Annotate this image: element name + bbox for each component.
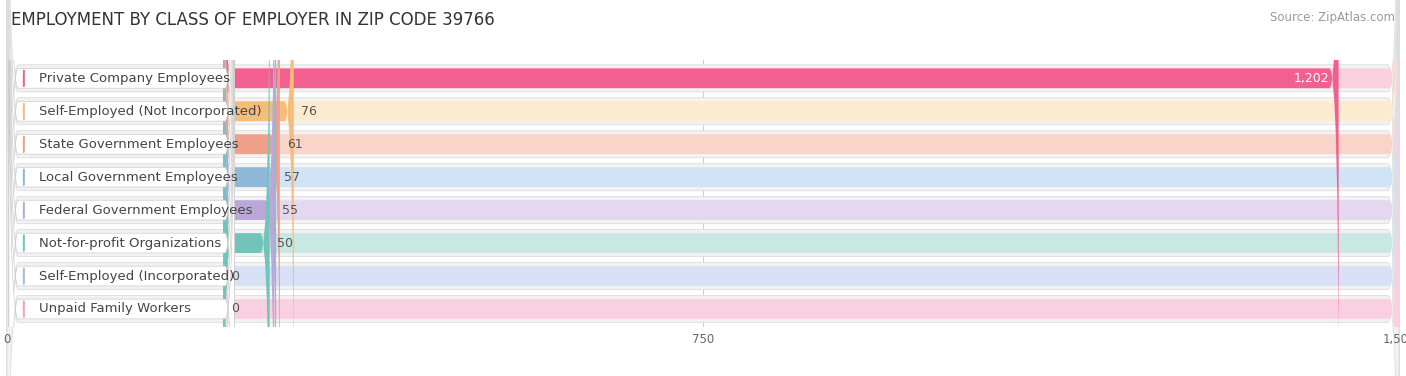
Text: Not-for-profit Organizations: Not-for-profit Organizations — [38, 237, 221, 250]
Text: Unpaid Family Workers: Unpaid Family Workers — [38, 303, 191, 315]
Text: 0: 0 — [231, 270, 239, 282]
FancyBboxPatch shape — [224, 0, 1399, 376]
FancyBboxPatch shape — [7, 0, 1399, 376]
FancyBboxPatch shape — [224, 0, 1399, 376]
FancyBboxPatch shape — [7, 0, 1399, 376]
Text: 50: 50 — [277, 237, 292, 250]
Text: 0: 0 — [231, 303, 239, 315]
Text: 57: 57 — [284, 171, 299, 183]
FancyBboxPatch shape — [8, 0, 235, 376]
FancyBboxPatch shape — [224, 0, 276, 376]
FancyBboxPatch shape — [8, 0, 235, 376]
Text: Federal Government Employees: Federal Government Employees — [38, 204, 252, 217]
FancyBboxPatch shape — [8, 0, 235, 376]
Text: 61: 61 — [287, 138, 304, 151]
FancyBboxPatch shape — [8, 0, 235, 376]
FancyBboxPatch shape — [224, 0, 1399, 376]
FancyBboxPatch shape — [8, 0, 235, 376]
Text: 1,202: 1,202 — [1294, 72, 1330, 85]
FancyBboxPatch shape — [7, 0, 1399, 376]
Text: Self-Employed (Not Incorporated): Self-Employed (Not Incorporated) — [38, 105, 262, 118]
FancyBboxPatch shape — [8, 0, 235, 376]
FancyBboxPatch shape — [7, 0, 1399, 376]
FancyBboxPatch shape — [224, 0, 1399, 376]
FancyBboxPatch shape — [224, 0, 1399, 376]
Text: 76: 76 — [301, 105, 318, 118]
FancyBboxPatch shape — [224, 0, 294, 376]
Text: EMPLOYMENT BY CLASS OF EMPLOYER IN ZIP CODE 39766: EMPLOYMENT BY CLASS OF EMPLOYER IN ZIP C… — [11, 11, 495, 29]
FancyBboxPatch shape — [224, 0, 1399, 376]
Text: Source: ZipAtlas.com: Source: ZipAtlas.com — [1270, 11, 1395, 24]
FancyBboxPatch shape — [7, 0, 1399, 376]
FancyBboxPatch shape — [7, 0, 1399, 376]
FancyBboxPatch shape — [8, 0, 235, 376]
Text: Local Government Employees: Local Government Employees — [38, 171, 238, 183]
Text: Self-Employed (Incorporated): Self-Employed (Incorporated) — [38, 270, 233, 282]
FancyBboxPatch shape — [224, 0, 270, 376]
FancyBboxPatch shape — [7, 0, 1399, 376]
FancyBboxPatch shape — [224, 0, 1399, 376]
FancyBboxPatch shape — [224, 0, 1339, 376]
Text: State Government Employees: State Government Employees — [38, 138, 238, 151]
Text: 55: 55 — [281, 204, 298, 217]
FancyBboxPatch shape — [224, 0, 280, 376]
Text: Private Company Employees: Private Company Employees — [38, 72, 229, 85]
FancyBboxPatch shape — [224, 0, 274, 376]
FancyBboxPatch shape — [8, 0, 235, 376]
FancyBboxPatch shape — [7, 0, 1399, 376]
FancyBboxPatch shape — [224, 0, 1399, 376]
